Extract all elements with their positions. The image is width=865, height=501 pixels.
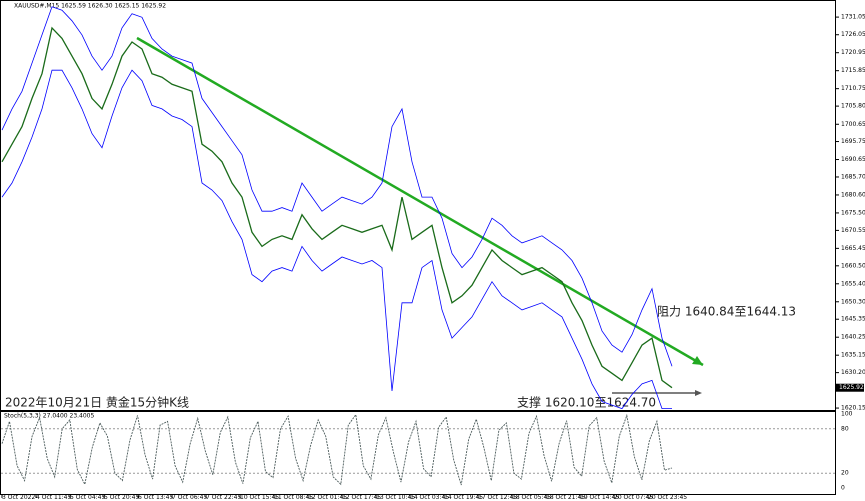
current-price-box	[836, 383, 864, 392]
x-tick-label: 13 Oct 10:45	[376, 494, 415, 501]
stoch-tick-label: 20	[841, 470, 849, 477]
x-tick-label: 11 Oct 08:45	[274, 494, 313, 501]
upper-band	[1, 6, 673, 367]
x-tick-label: 5 Oct 04:45	[70, 494, 105, 501]
y-tick-label: 1660.50	[841, 262, 865, 269]
y-tick-label: 1670.55	[841, 227, 865, 234]
stoch-tick-label: 0	[841, 485, 845, 492]
x-tick-label: 7 Oct 06:45	[172, 494, 207, 501]
y-tick-label: 1650.30	[841, 298, 865, 305]
stoch-title: Stoch(5,3,3) 27.0400 23.4005	[4, 413, 95, 420]
y-tick-label: 1700.65	[841, 121, 865, 128]
stoch-tick-label: 100	[841, 411, 853, 418]
y-tick-label: 1630.20	[841, 369, 865, 376]
x-tick-label: 17 Oct 12:45	[478, 494, 517, 501]
y-tick-label: 1640.25	[841, 334, 865, 341]
current-price-label: 1625.92	[839, 384, 864, 391]
caption: 2022年10月21日 黄金15分钟K线	[5, 395, 189, 410]
x-tick-label: 18 Oct 05:45	[512, 494, 551, 501]
y-tick-label: 1635.15	[841, 352, 865, 359]
y-tick-label: 1731.05	[841, 14, 865, 21]
resistance-label: 阻力 1640.84至1644.13	[657, 305, 796, 319]
y-tick-label: 1715.85	[841, 67, 865, 74]
y-tick-label: 1655.40	[841, 280, 865, 287]
y-tick-label: 1710.75	[841, 85, 865, 92]
price-line	[1, 26, 673, 389]
x-tick-label: 14 Oct 03:45	[410, 494, 449, 501]
stoch-frame	[0, 411, 836, 495]
x-tick-label: 20 Oct 23:45	[648, 494, 687, 501]
y-tick-label: 1695.75	[841, 138, 865, 145]
y-tick-label: 1675.50	[841, 209, 865, 216]
x-tick-label: 14 Oct 19:45	[444, 494, 483, 501]
main-frame	[0, 0, 836, 411]
x-tick-label: 6 Oct 13:45	[138, 494, 173, 501]
x-tick-label: 19 Oct 14:45	[580, 494, 619, 501]
stoch-tick-label: 80	[841, 425, 849, 432]
stoch-line	[1, 413, 673, 486]
x-tick-label: 12 Oct 01:45	[308, 494, 347, 501]
y-tick-label: 1720.95	[841, 49, 865, 56]
support-arrow	[695, 390, 702, 396]
y-tick-label: 1690.65	[841, 156, 865, 163]
x-tick-label: 20 Oct 07:45	[614, 494, 653, 501]
x-tick-label: 3 Oct 2022	[2, 494, 35, 501]
x-tick-label: 5 Oct 20:45	[104, 494, 139, 501]
chart-title: XAUUSD#,M15 1625.59 1626.30 1625.15 1625…	[14, 3, 166, 10]
lower-band	[1, 69, 672, 410]
x-tick-label: 12 Oct 17:45	[342, 494, 381, 501]
y-tick-label: 1705.80	[841, 103, 865, 110]
y-tick-label: 1665.45	[841, 245, 865, 252]
y-tick-label: 1685.70	[841, 173, 865, 180]
support-label: 支撑 1620.10至1624.70	[517, 395, 656, 410]
trend-arrow	[692, 356, 703, 365]
x-tick-label: 4 Oct 11:45	[36, 494, 71, 501]
y-tick-label: 1620.15	[841, 405, 865, 412]
trend-line	[136, 36, 704, 367]
y-tick-label: 1680.60	[841, 191, 865, 198]
x-tick-label: 7 Oct 22:45	[206, 494, 241, 501]
y-tick-label: 1645.35	[841, 316, 865, 323]
y-tick-label: 1726.05	[841, 31, 865, 38]
x-tick-label: 10 Oct 15:45	[240, 494, 279, 501]
x-tick-label: 18 Oct 21:45	[546, 494, 585, 501]
